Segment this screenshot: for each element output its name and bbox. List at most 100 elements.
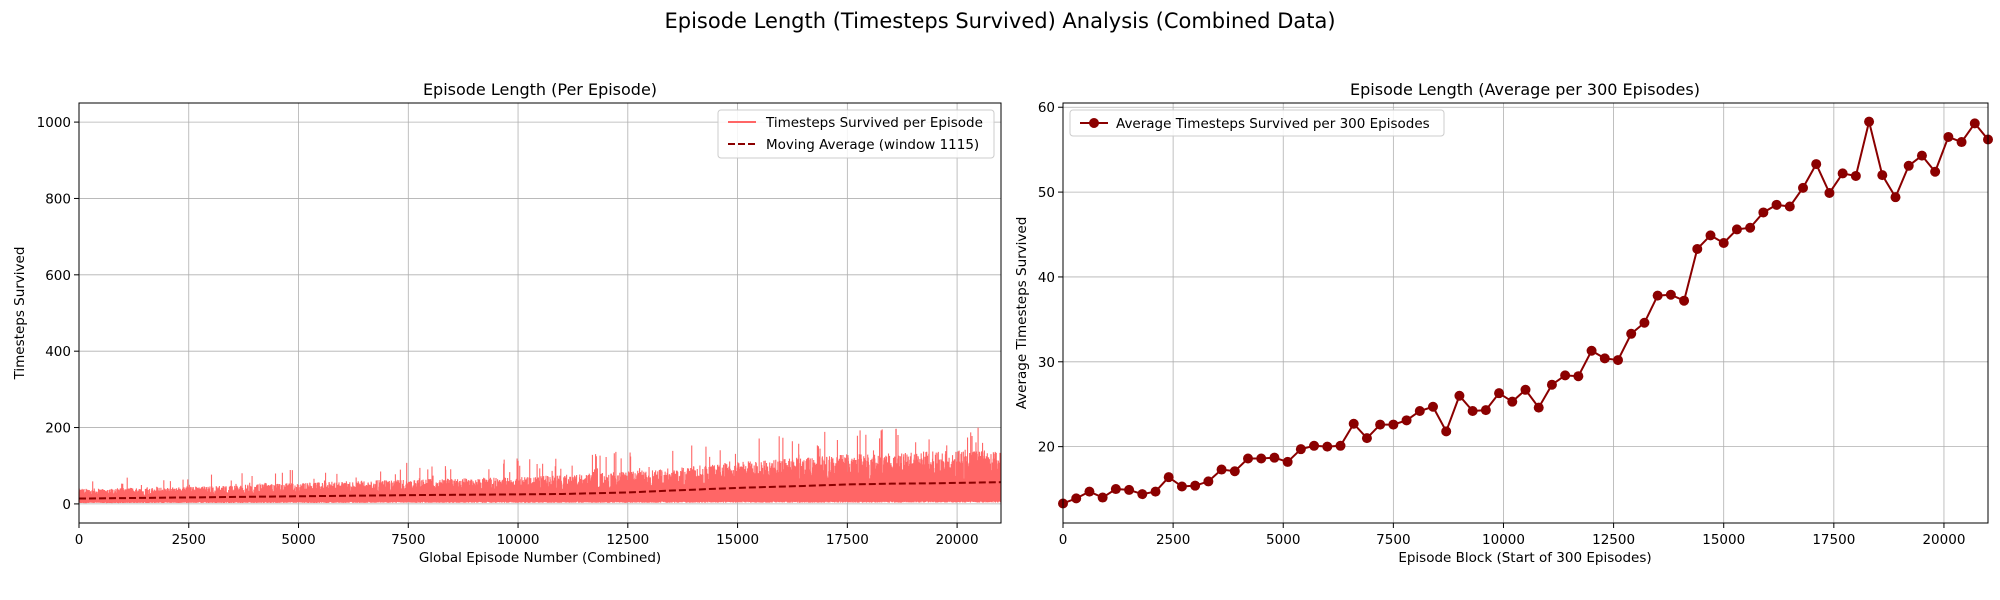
data-point-average: [1626, 328, 1637, 339]
data-point-average: [1256, 453, 1267, 464]
chart-left-tick-label-x: 10000: [497, 532, 540, 548]
data-point-average: [1771, 199, 1782, 210]
chart-left-tick-label-y: 400: [45, 344, 71, 360]
data-point-average: [1679, 295, 1690, 306]
data-point-average: [1956, 137, 1967, 148]
chart-right-x-axis-label: Episode Block (Start of 300 Episodes): [1398, 550, 1651, 566]
data-point-average: [1428, 401, 1438, 412]
chart-right-ticks: 0 2500 5000 7500 10000 12500 15000 17500 20000 20…: [1038, 100, 1966, 548]
chart-left-tick-label-y: 1000: [37, 115, 71, 131]
data-point-average: [1163, 472, 1174, 483]
data-point-average: [1282, 456, 1293, 467]
chart-right-tick-label-y: 50: [1038, 185, 1055, 201]
series-timesteps-per-episode: [78, 427, 1002, 504]
data-point-average: [1890, 192, 1901, 203]
data-point-average: [1943, 131, 1954, 142]
chart-left-y-axis-label: Timesteps Survived: [12, 247, 28, 381]
data-point-average: [1560, 370, 1571, 381]
data-point-average: [1295, 444, 1306, 455]
chart-average-per-300: Episode Length (Average per 300 Episodes…: [1014, 80, 1993, 566]
data-point-average: [1494, 388, 1505, 399]
chart-left-tick-label-y: 600: [45, 268, 71, 284]
chart-left-tick-label-y: 0: [62, 497, 71, 513]
data-point-average: [1969, 118, 1980, 129]
data-point-average: [1877, 170, 1888, 181]
chart-left-tick-label-x: 15000: [716, 532, 759, 548]
data-point-average: [1758, 207, 1769, 218]
chart-right-y-axis-label: Average Timesteps Survived: [1014, 217, 1030, 410]
data-point-average: [1533, 402, 1544, 413]
data-point-average: [1243, 453, 1253, 464]
data-point-average: [1705, 230, 1716, 241]
data-point-average: [1665, 289, 1676, 300]
chart-right-plot-area: [1058, 116, 1993, 509]
chart-left-plot-area: [78, 427, 1002, 504]
chart-right-tick-label-x: 10000: [1482, 532, 1525, 548]
chart-right-tick-label-x: 17500: [1812, 532, 1855, 548]
series-average-per-300: [1062, 121, 1989, 505]
data-point-average: [1507, 396, 1518, 407]
chart-right-tick-label-y: 20: [1038, 440, 1055, 456]
chart-left-tick-label-x: 12500: [606, 532, 649, 548]
chart-right-tick-label-x: 0: [1059, 532, 1068, 548]
data-point-average: [1190, 480, 1201, 491]
chart-right-frame: [1062, 102, 1989, 524]
data-point-average: [1520, 384, 1531, 395]
data-point-average: [1652, 290, 1663, 301]
chart-right-title: Episode Length (Average per 300 Episodes…: [1350, 80, 1700, 99]
data-point-average: [1916, 150, 1927, 161]
data-point-average: [1401, 415, 1412, 426]
data-point-average: [1414, 406, 1425, 416]
chart-left-tick-label-x: 0: [75, 532, 84, 548]
chart-right-tick-label-x: 20000: [1922, 532, 1965, 548]
data-point-average: [1811, 159, 1822, 170]
chart-left-tick-label-x: 20000: [936, 532, 979, 548]
data-point-average: [1137, 489, 1148, 500]
data-point-average: [1441, 426, 1452, 437]
legend-label-moving-average: Moving Average (window 1115): [766, 137, 979, 153]
chart-left-tick-label-y: 200: [45, 421, 71, 437]
data-point-average: [1586, 345, 1597, 356]
data-point-average: [1824, 187, 1835, 198]
data-point-average: [1375, 419, 1386, 430]
data-point-average: [1110, 484, 1121, 495]
chart-right-tick-label-x: 12500: [1592, 532, 1635, 548]
data-point-average: [1229, 466, 1240, 477]
data-point-average: [1269, 452, 1280, 463]
chart-left-tick-label-x: 5000: [281, 532, 315, 548]
data-point-average: [1176, 481, 1187, 492]
data-point-average: [1903, 160, 1914, 171]
data-point-average: [1864, 116, 1875, 127]
chart-left-x-axis-label: Global Episode Number (Combined): [419, 550, 661, 566]
data-point-average: [1850, 170, 1861, 181]
data-point-average: [1639, 317, 1650, 328]
chart-right-legend: Average Timesteps Survived per 300 Episo…: [1069, 109, 1445, 137]
data-point-average: [1798, 182, 1808, 193]
chart-per-episode: Episode Length (Per Episode) 0 2500 5000 75…: [12, 80, 1002, 566]
data-point-average: [1348, 418, 1359, 429]
data-point-average: [1480, 405, 1491, 416]
legend-marker-average: [1089, 118, 1099, 128]
data-point-average: [1930, 166, 1941, 177]
data-point-average: [1097, 492, 1108, 503]
data-point-average: [1745, 222, 1756, 233]
data-point-average: [1692, 243, 1703, 254]
data-point-average: [1837, 168, 1848, 179]
chart-left-grid: [78, 103, 1001, 523]
data-point-average: [1124, 484, 1135, 495]
chart-right-tick-label-y: 40: [1038, 270, 1055, 286]
data-point-average: [1216, 464, 1227, 475]
chart-right-grid: [1062, 103, 1988, 523]
data-point-average: [1784, 201, 1795, 212]
data-point-average: [1454, 390, 1465, 401]
data-point-average: [1731, 224, 1742, 235]
data-point-average: [1150, 486, 1161, 497]
chart-right-tick-label-y: 60: [1038, 100, 1055, 116]
chart-right-tick-label-y: 30: [1038, 355, 1055, 371]
data-point-average: [1322, 441, 1333, 452]
chart-left-tick-label-x: 7500: [391, 532, 425, 548]
data-point-average: [1309, 440, 1320, 451]
chart-right-tick-label-x: 7500: [1376, 532, 1410, 548]
data-point-average: [1335, 440, 1346, 451]
